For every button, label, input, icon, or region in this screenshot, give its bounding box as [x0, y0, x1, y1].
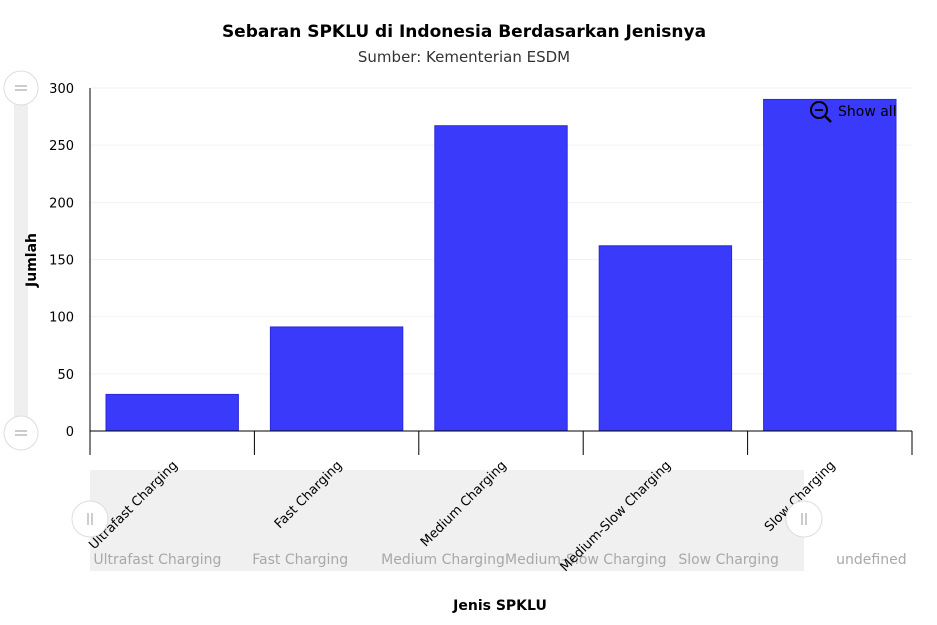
x-axis-title: Jenis SPKLU	[452, 598, 547, 614]
scrollbar-label: Medium-Slow Charging	[505, 552, 667, 568]
bar[interactable]	[598, 245, 733, 432]
zoom-out-icon	[810, 101, 832, 123]
chart-subtitle: Sumber: Kementerian ESDM	[358, 48, 570, 66]
horizontal-scrollbar-selection[interactable]	[90, 470, 804, 571]
y-tick-label: 50	[57, 368, 74, 383]
chart-title: Sebaran SPKLU di Indonesia Berdasarkan J…	[222, 22, 706, 42]
y-tick-label: 100	[49, 311, 74, 326]
scrollbar-label: Medium Charging	[381, 552, 505, 568]
y-tick-label: 150	[49, 254, 74, 269]
y-tick-label: 250	[49, 139, 74, 154]
scrollbar-label: Ultrafast Charging	[93, 552, 221, 568]
horizontal-scroll-handle-left[interactable]	[71, 500, 109, 538]
show-all-label: Show all	[838, 104, 897, 120]
y-tick-label: 0	[66, 425, 74, 440]
y-tick-label: 200	[49, 196, 74, 211]
horizontal-scroll-handle-right[interactable]	[785, 500, 823, 538]
bar[interactable]	[434, 125, 568, 432]
vertical-scroll-handle-top[interactable]	[3, 70, 39, 106]
scrollbar-label: Fast Charging	[252, 552, 348, 568]
vertical-scrollbar[interactable]	[3, 70, 39, 451]
show-all-button[interactable]: Show all	[810, 101, 897, 123]
vertical-scrollbar-track[interactable]	[14, 88, 28, 433]
bar[interactable]	[763, 98, 897, 432]
vertical-scroll-handle-bottom[interactable]	[3, 415, 39, 451]
scrollbar-label: undefined	[836, 552, 906, 568]
y-axis-title: Jumlah	[24, 233, 40, 288]
scrollbar-label: Slow Charging	[678, 552, 779, 568]
y-tick-label: 300	[49, 82, 74, 97]
bar[interactable]	[105, 393, 239, 432]
horizontal-scrollbar[interactable]: Ultrafast Charging Fast Charging Medium Ch…	[90, 470, 907, 571]
bar[interactable]	[269, 326, 404, 432]
